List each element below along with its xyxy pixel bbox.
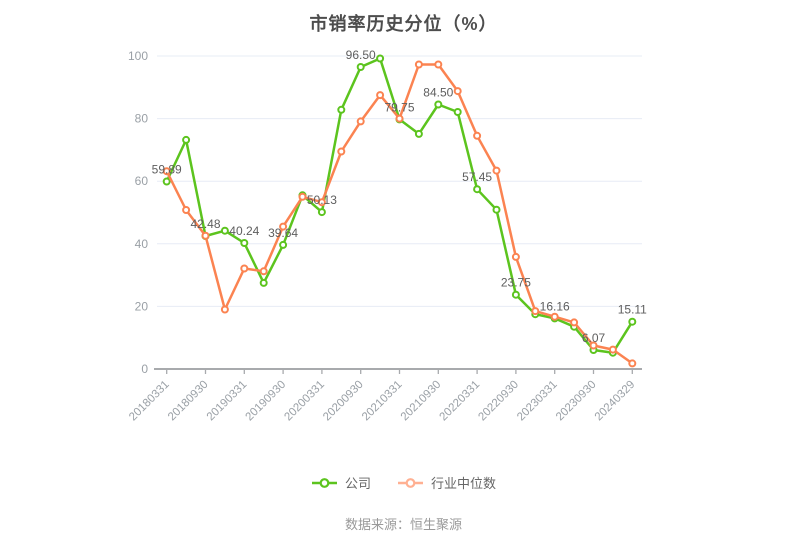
- series-industry-median-point: [240, 264, 249, 273]
- svg-text:60: 60: [135, 174, 149, 188]
- data-source: 数据来源：恒生聚源: [344, 517, 462, 532]
- svg-text:40: 40: [135, 237, 149, 251]
- series-industry-median-point: [298, 192, 307, 201]
- svg-text:84.50: 84.50: [423, 86, 453, 100]
- svg-text:40.24: 40.24: [229, 224, 259, 238]
- svg-text:79.75: 79.75: [384, 100, 414, 114]
- svg-text:39.64: 39.64: [268, 226, 298, 240]
- series-industry-median-point: [259, 267, 268, 276]
- svg-text:57.45: 57.45: [462, 170, 492, 184]
- series-industry-median-point: [182, 206, 191, 214]
- series-industry-median-point: [414, 60, 423, 69]
- series-industry-median-point: [434, 60, 443, 69]
- series-company-point: [376, 54, 385, 63]
- svg-text:20190930: 20190930: [244, 379, 289, 424]
- series-industry-median-point: [608, 345, 617, 354]
- series-industry-median-point: [531, 307, 540, 316]
- chart-title: 市销率历史分位（%）: [309, 14, 498, 34]
- svg-text:20200930: 20200930: [321, 379, 366, 424]
- series-company-point: [414, 129, 423, 138]
- svg-text:20240329: 20240329: [593, 379, 638, 424]
- svg-text:100: 100: [128, 49, 148, 63]
- svg-text:20190331: 20190331: [205, 379, 250, 424]
- series-industry-median-point: [317, 198, 326, 207]
- series-company-point: [337, 105, 346, 114]
- series-company-point: [511, 290, 520, 299]
- point-labels: 59.89 42.48 40.24 39.64 50.13 96.50 79.75 84.50…: [152, 48, 648, 345]
- series-company-point: [628, 317, 637, 326]
- svg-text:20200331: 20200331: [282, 379, 327, 424]
- series-industry-median-point: [453, 87, 462, 96]
- series-company-point: [473, 185, 482, 194]
- series-company-point: [240, 239, 249, 247]
- legend-item-industry-median[interactable]: 行业中位数: [397, 473, 496, 492]
- legend: 公司 行业中位数: [0, 473, 807, 492]
- svg-text:20220331: 20220331: [438, 379, 483, 424]
- legend-label-company: 公司: [344, 476, 371, 491]
- svg-text:59.89: 59.89: [152, 163, 182, 177]
- series-industry-median-point: [279, 222, 288, 231]
- svg-text:0: 0: [141, 362, 148, 376]
- series-company-point: [279, 240, 288, 249]
- series-industry-median-point: [570, 318, 579, 327]
- series-industry-median-point: [162, 167, 171, 176]
- svg-text:16.16: 16.16: [540, 299, 570, 313]
- series-industry-median-point: [473, 131, 482, 140]
- series-company-point: [356, 63, 365, 71]
- x-axis: 2018033120180930201903312019093020200331…: [127, 368, 642, 424]
- svg-text:20: 20: [135, 299, 149, 313]
- svg-text:20210930: 20210930: [399, 379, 444, 424]
- svg-text:20220930: 20220930: [476, 379, 521, 424]
- series-company-point: [162, 177, 171, 186]
- series-company-point: [492, 205, 501, 214]
- svg-text:20210331: 20210331: [360, 379, 405, 424]
- series-industry-median-point: [628, 359, 637, 368]
- svg-text:23.75: 23.75: [501, 276, 531, 290]
- svg-text:42.48: 42.48: [190, 217, 220, 231]
- legend-item-company[interactable]: 公司: [311, 473, 371, 492]
- series-industry-median: [162, 60, 637, 368]
- svg-text:50.13: 50.13: [307, 193, 337, 207]
- svg-text:20180930: 20180930: [166, 379, 211, 424]
- svg-text:20180331: 20180331: [127, 379, 172, 424]
- series-company-point: [182, 135, 191, 144]
- series-industry-median-point: [356, 117, 365, 126]
- series-industry-median-point: [395, 114, 404, 123]
- series-industry-median-point: [376, 91, 385, 100]
- series-company-point: [453, 108, 462, 116]
- svg-text:20230930: 20230930: [554, 379, 599, 424]
- legend-label-industry-median: 行业中位数: [431, 476, 497, 491]
- series-industry-median-point: [492, 166, 501, 175]
- series-industry-median-point: [337, 147, 346, 156]
- svg-text:15.11: 15.11: [618, 303, 647, 317]
- series-industry-median-point: [201, 231, 210, 240]
- series-company-point: [317, 208, 326, 217]
- svg-text:20230331: 20230331: [515, 379, 560, 424]
- series-company-point: [434, 100, 443, 109]
- series-company-point: [259, 278, 268, 287]
- series-industry-median-point: [220, 305, 229, 314]
- svg-text:96.50: 96.50: [346, 48, 376, 62]
- series-industry-median-point: [511, 252, 520, 261]
- legend-marker-company-icon: [311, 477, 338, 489]
- series-industry-median-point: [589, 341, 598, 350]
- y-axis: 0 20 40 60 80 100: [128, 49, 642, 376]
- legend-marker-industry-median-icon: [397, 477, 424, 489]
- series-company-point: [220, 226, 229, 235]
- svg-text:6.07: 6.07: [582, 331, 606, 345]
- svg-text:80: 80: [135, 112, 149, 126]
- series-industry-median-point: [550, 312, 559, 321]
